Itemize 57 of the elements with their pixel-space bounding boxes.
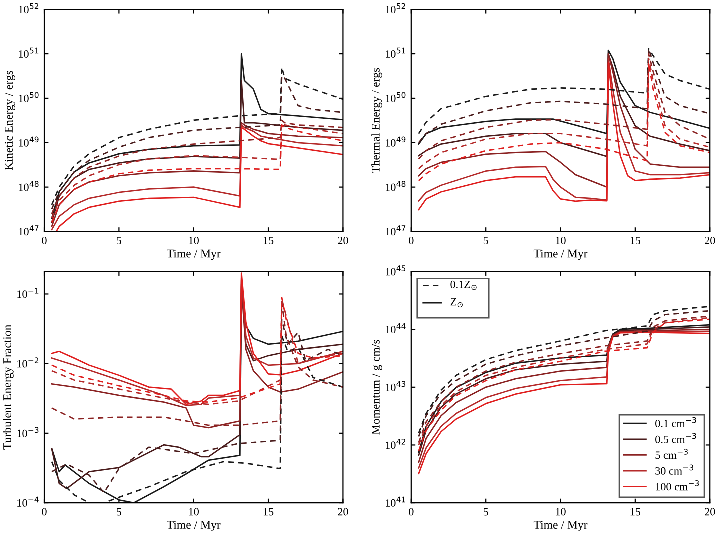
- x-tick-label: 0: [409, 508, 414, 516]
- legend-label: 0.5 cm$^{−3}$: [656, 433, 696, 444]
- y-tick-label: 10$^{47}$: [386, 226, 406, 236]
- y-tick-label: 10$^{49}$: [19, 136, 39, 147]
- y-tick-label: 10$^{50}$: [19, 92, 39, 102]
- x-tick-label: 20: [705, 236, 716, 244]
- y-tick-label: 10$^{44}$: [386, 323, 406, 334]
- x-tick-label: 5: [117, 237, 122, 244]
- y-tick-label: 10$^{50}$: [386, 92, 406, 102]
- legend-label: 5 cm$^{−3}$: [656, 448, 688, 460]
- y-tick-label: 10$^{52}$: [386, 3, 406, 14]
- x-tick-label: 20: [705, 508, 716, 516]
- y-tick-label: 10$^{48}$: [386, 181, 406, 192]
- x-axis-title: Time / Myr: [534, 250, 588, 260]
- y-axis-title: Momentum / g cm/s: [372, 340, 382, 435]
- x-axis-title: Time / Myr: [534, 521, 588, 532]
- annotation: 0.1Z$_{⊙}$: [450, 280, 477, 290]
- y-tick-label: 10$^{42}$: [386, 439, 406, 450]
- y-tick-label: 10$^{−3}$: [18, 427, 39, 438]
- x-tick-label: 5: [484, 237, 488, 244]
- y-axis-title: Turbulent Energy Fraction: [3, 324, 14, 450]
- y-axis-title: Kinetic Energy / ergs: [5, 71, 16, 170]
- x-tick-label: 20: [338, 508, 348, 516]
- x-tick-label: 15: [264, 236, 274, 244]
- x-tick-label: 10: [189, 508, 199, 516]
- legend-label: 30 cm$^{−3}$: [656, 464, 694, 475]
- y-tick-label: 10$^{49}$: [386, 136, 406, 147]
- y-tick-label: 10$^{51}$: [19, 48, 39, 58]
- legend-label: 0.1 cm$^{−3}$: [656, 417, 696, 428]
- x-tick-label: 15: [630, 236, 641, 244]
- x-tick-label: 15: [630, 508, 641, 516]
- x-tick-label: 10: [189, 236, 199, 244]
- x-tick-label: 10: [556, 236, 566, 244]
- x-tick-label: 5: [117, 508, 122, 516]
- x-tick-label: 15: [264, 508, 274, 516]
- annotation: Z$_{⊙}$: [450, 298, 463, 308]
- x-axis-title: Time / Myr: [167, 250, 221, 260]
- line-series: [51, 53, 344, 220]
- y-tick-label: 10$^{41}$: [386, 496, 406, 507]
- y-tick-label: 10$^{−1}$: [18, 288, 39, 298]
- x-tick-label: 0: [409, 236, 414, 244]
- y-tick-label: 10$^{43}$: [386, 381, 406, 392]
- legend-label: 100 cm$^{−3}$: [656, 480, 700, 491]
- y-tick-label: 10$^{45}$: [386, 266, 406, 276]
- y-tick-label: 10$^{51}$: [386, 48, 406, 58]
- x-tick-label: 0: [42, 236, 47, 244]
- y-tick-label: 10$^{−4}$: [18, 496, 39, 507]
- x-tick-label: 10: [556, 508, 566, 516]
- y-tick-label: 10$^{47}$: [19, 226, 39, 236]
- x-tick-label: 0: [42, 508, 47, 516]
- y-tick-label: 10$^{−2}$: [18, 358, 39, 368]
- x-axis-title: Time / Myr: [167, 521, 221, 532]
- x-tick-label: 20: [338, 236, 348, 244]
- y-axis-title: Thermal Energy / ergs: [372, 68, 382, 174]
- x-tick-label: 5: [484, 508, 488, 516]
- y-tick-label: 10$^{48}$: [19, 181, 39, 192]
- y-tick-label: 10$^{52}$: [19, 3, 39, 14]
